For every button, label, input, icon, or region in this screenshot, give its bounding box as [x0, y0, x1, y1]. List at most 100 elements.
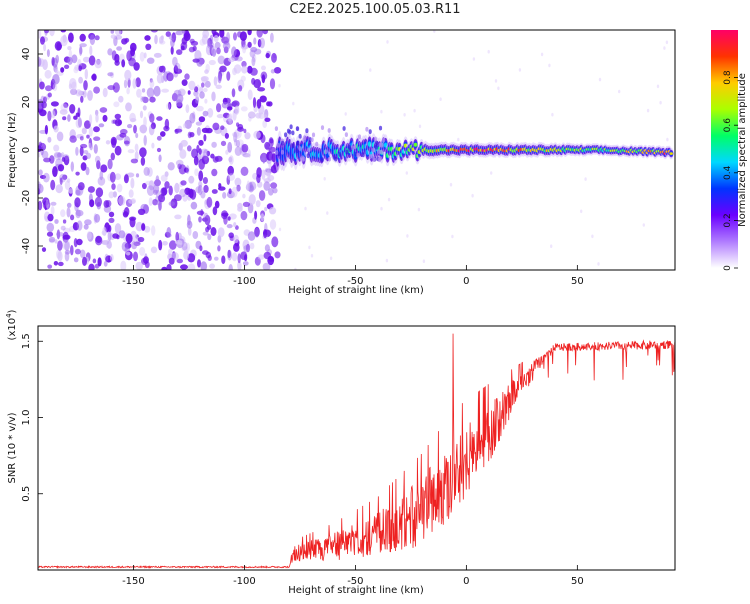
spectrogram-noise-cell	[139, 110, 144, 119]
spectrogram-noise-cell	[223, 214, 228, 225]
spectrogram-noise-cell	[244, 132, 251, 140]
spectrogram-noise-cell	[240, 210, 248, 221]
spectrogram-noise-cell	[217, 73, 222, 84]
spectrogram-noise-cell	[39, 81, 45, 90]
spectrogram-noise-speck	[659, 100, 662, 105]
colorbar-tick-label: 0.2	[723, 213, 733, 227]
spectrogram-noise-cell	[265, 52, 270, 59]
spectrogram-noise-cell	[204, 98, 208, 104]
spectrogram-noise-cell	[94, 59, 102, 69]
spectrogram-noise-cell	[83, 150, 89, 154]
spectrogram-noise-cell	[89, 34, 96, 46]
spectrogram-noise-cell	[231, 131, 240, 138]
spectrogram-noise-cell	[241, 60, 247, 68]
spectrogram-noise-cell	[262, 30, 268, 35]
spectrogram-noise-cell	[148, 180, 155, 191]
snr-x-tick-label: -50	[347, 576, 363, 587]
spectrogram-ridge-scatter	[284, 132, 288, 138]
spectrogram-ridge-scatter	[324, 149, 328, 155]
spectrogram-ridge-scatter	[378, 125, 383, 131]
spectrogram-noise-cell	[108, 211, 115, 218]
snr-x-tick-label: 0	[463, 576, 469, 587]
spectrogram-noise-cell	[114, 223, 122, 234]
spectrogram-ridge-scatter	[365, 126, 369, 132]
spectrogram-noise-cell	[99, 107, 108, 113]
spectrogram-noise-cell	[256, 30, 263, 38]
spectrogram-noise-cell	[233, 234, 239, 244]
spectrogram-noise-cell	[107, 85, 116, 91]
spectrogram-noise-cell	[76, 220, 83, 231]
spectrogram-noise-speck	[451, 234, 454, 239]
spectrogram-noise-cell	[198, 216, 202, 223]
spectrogram-noise-cell	[156, 73, 163, 84]
spectrogram-noise-speck	[323, 177, 326, 181]
spectrogram-noise-cell	[248, 116, 252, 122]
spectrogram-noise-cell	[161, 266, 168, 270]
spectrogram-noise-cell	[38, 183, 44, 194]
spectrogram-noise-speck	[494, 79, 498, 83]
spectrogram-noise-cell	[166, 264, 172, 270]
spectrogram-noise-cell	[250, 46, 258, 53]
spectrogram-noise-cell	[92, 258, 97, 264]
spectrogram-noise-cell	[153, 183, 160, 194]
spectrogram-noise-cell	[253, 37, 257, 45]
spectrogram-noise-cell	[55, 184, 63, 194]
spectrogram-noise-cell	[213, 35, 219, 43]
spectrogram-noise-cell	[270, 69, 276, 74]
spectrogram-noise-cell	[271, 236, 279, 248]
spectrogram-noise-cell	[112, 82, 120, 93]
spectrogram-noise-speck	[386, 40, 389, 44]
spectrogram-noise-cell	[111, 183, 116, 191]
spectrogram-noise-cell	[154, 34, 158, 45]
spectrogram-noise-cell	[62, 227, 71, 233]
colorbar-tick-label: 0.4	[723, 165, 733, 180]
spectrogram-noise-cell	[131, 241, 138, 250]
spectrogram-noise-cell	[217, 55, 225, 65]
spectrogram-noise-cell	[175, 30, 184, 36]
colorbar-tick-label: 0	[723, 265, 733, 271]
spectrogram-noise-cell	[130, 158, 139, 164]
spectrogram-noise-speck	[304, 206, 307, 211]
spectrogram-noise-cell	[268, 257, 275, 262]
spectrogram-noise-cell	[39, 175, 47, 179]
spectrogram-noise-cell	[95, 187, 104, 198]
spectrogram-noise-cell	[220, 140, 227, 147]
spectrogram-noise-cell	[125, 102, 132, 112]
spectrogram-noise-cell	[83, 224, 89, 230]
spectrogram-ridge-scatter	[372, 157, 376, 163]
spectrogram-noise-cell	[152, 199, 158, 206]
spectrogram-noise-cell	[94, 35, 100, 41]
spectrogram-noise-cell	[184, 73, 190, 80]
spectrogram-noise-cell	[89, 199, 95, 208]
spectrogram-noise-cell	[144, 35, 151, 41]
spectrogram-noise-cell	[114, 173, 121, 181]
snr-y-tick-label: 1.0	[21, 410, 32, 426]
spectrogram-noise-speck	[497, 86, 500, 91]
spectrogram-noise-cell	[120, 260, 127, 270]
spectrogram-noise-cell	[121, 38, 128, 45]
spectrogram-noise-cell	[114, 113, 122, 120]
spectrogram-noise-cell	[145, 180, 153, 186]
spectrogram-noise-cell	[240, 106, 248, 112]
spectrogram-noise-cell	[211, 168, 218, 177]
spectrogram-noise-cell	[50, 179, 56, 191]
spectrogram-noise-cell	[209, 263, 216, 269]
spectrogram-ridge-scatter	[306, 153, 310, 159]
spectrogram-noise-speck	[403, 113, 406, 117]
spectrogram-noise-cell	[88, 142, 92, 149]
spectrogram-noise-cell	[93, 86, 100, 94]
snr-y-ticks: 0.5 1.0 1.5	[21, 333, 43, 502]
spectrogram-ridge-scatter	[372, 147, 376, 153]
spectrogram-noise-cell	[174, 214, 182, 220]
spectrogram-noise-cell	[69, 135, 77, 143]
spectrogram-noise-cell	[56, 152, 63, 158]
snr-series-line	[38, 333, 675, 569]
spectrogram-noise-cell	[67, 114, 71, 122]
spectrogram-noise-cell	[222, 192, 227, 199]
spectrogram-noise-cell	[134, 151, 139, 161]
spectrogram-noise-cell	[117, 119, 123, 126]
spectrogram-noise-cell	[189, 188, 194, 199]
spectrogram-noise-cell	[168, 257, 175, 265]
spectrogram-x-tick-label: 0	[463, 276, 469, 287]
spectrogram-noise-cell	[98, 123, 105, 128]
